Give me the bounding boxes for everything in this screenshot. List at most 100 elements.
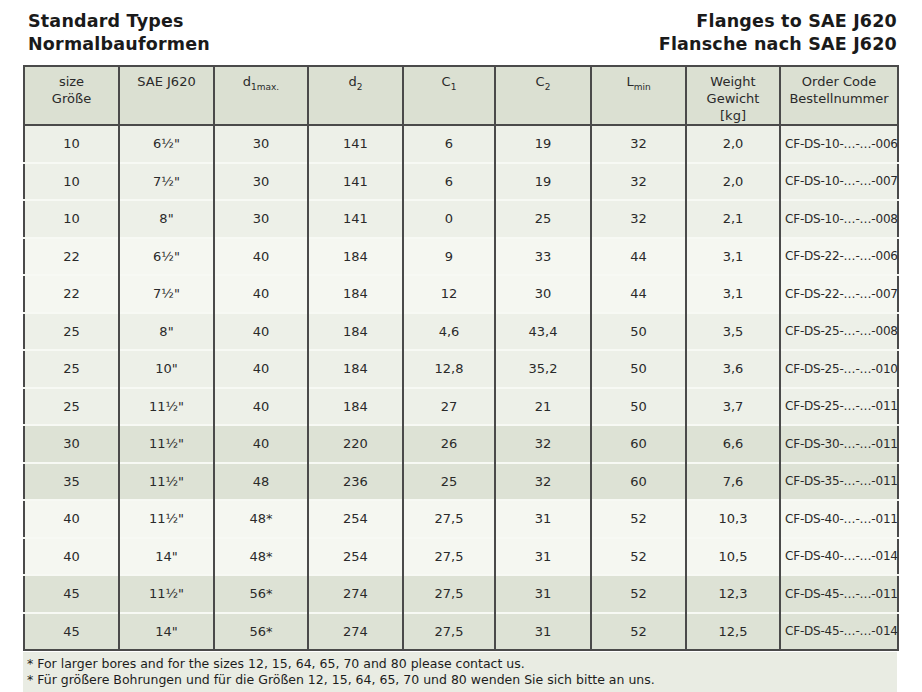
table-cell-order: CF-DS-45-…-…-011 <box>780 575 898 613</box>
table-cell-c1: 27,5 <box>403 575 495 613</box>
table-cell-size: 25 <box>24 388 119 426</box>
footnote-en: * For larger bores and for the sizes 12,… <box>27 656 891 672</box>
table-cell-c1: 9 <box>403 238 495 276</box>
table-cell-weight: 3,1 <box>686 238 780 276</box>
table-row: 4011½"48*25427,5315210,3CF-DS-40-…-…-011 <box>24 500 898 538</box>
table-cell-weight: 3,7 <box>686 388 780 426</box>
table-row: 4014"48*25427,5315210,5CF-DS-40-…-…-014 <box>24 538 898 576</box>
table-cell-lmin: 32 <box>591 200 686 238</box>
table-cell-lmin: 52 <box>591 538 686 576</box>
title-flansche-nach-sae-j620: Flansche nach SAE J620 <box>659 33 897 56</box>
table-cell-size: 45 <box>24 575 119 613</box>
table-row: 227½"401841230443,1CF-DS-22-…-…-007 <box>24 275 898 313</box>
table-cell-sae: 6½" <box>119 238 214 276</box>
table-cell-lmin: 52 <box>591 500 686 538</box>
table-cell-d2: 254 <box>308 538 403 576</box>
table-cell-order: CF-DS-10-…-…-007 <box>780 163 898 201</box>
flange-dimensions-table: sizeGrößeSAE J620d1max.d2C1C2LminWeightG… <box>23 65 899 651</box>
table-cell-c1: 27,5 <box>403 500 495 538</box>
column-header-c1: C1 <box>403 66 495 125</box>
table-cell-d1max: 48* <box>214 500 308 538</box>
table-cell-c2: 19 <box>495 163 591 201</box>
table-cell-c1: 27,5 <box>403 538 495 576</box>
table-cell-d1max: 40 <box>214 313 308 351</box>
table-cell-c1: 6 <box>403 163 495 201</box>
column-header-order: Order CodeBestellnummer <box>780 66 898 125</box>
column-header-lmin: Lmin <box>591 66 686 125</box>
table-cell-order: CF-DS-25-…-…-011 <box>780 388 898 426</box>
page-title-right: Flanges to SAE J620 Flansche nach SAE J6… <box>659 10 897 56</box>
table-cell-c1: 12,8 <box>403 350 495 388</box>
table-cell-size: 10 <box>24 125 119 163</box>
title-standard-types: Standard Types <box>28 10 210 33</box>
table-row: 4514"56*27427,5315212,5CF-DS-45-…-…-014 <box>24 613 898 651</box>
table-cell-weight: 3,5 <box>686 313 780 351</box>
table-cell-sae: 7½" <box>119 163 214 201</box>
flange-table-section: sizeGrößeSAE J620d1max.d2C1C2LminWeightG… <box>23 65 897 692</box>
table-cell-size: 30 <box>24 425 119 463</box>
table-cell-size: 35 <box>24 463 119 501</box>
table-cell-c1: 26 <box>403 425 495 463</box>
table-cell-size: 25 <box>24 350 119 388</box>
table-cell-d1max: 40 <box>214 275 308 313</box>
table-cell-c2: 32 <box>495 425 591 463</box>
table-cell-weight: 12,5 <box>686 613 780 651</box>
table-cell-d2: 184 <box>308 238 403 276</box>
table-cell-weight: 6,6 <box>686 425 780 463</box>
table-cell-weight: 2,0 <box>686 163 780 201</box>
table-cell-lmin: 52 <box>591 613 686 651</box>
table-cell-size: 40 <box>24 538 119 576</box>
table-cell-d1max: 40 <box>214 388 308 426</box>
table-cell-lmin: 60 <box>591 463 686 501</box>
table-row: 108"30141025322,1CF-DS-10-…-…-008 <box>24 200 898 238</box>
table-row: 107½"30141619322,0CF-DS-10-…-…-007 <box>24 163 898 201</box>
table-cell-weight: 12,3 <box>686 575 780 613</box>
table-cell-sae: 10" <box>119 350 214 388</box>
table-cell-d2: 220 <box>308 425 403 463</box>
column-header-d1max: d1max. <box>214 66 308 125</box>
table-cell-weight: 2,0 <box>686 125 780 163</box>
table-cell-d2: 184 <box>308 388 403 426</box>
column-header-sae: SAE J620 <box>119 66 214 125</box>
table-cell-weight: 7,6 <box>686 463 780 501</box>
table-cell-d2: 254 <box>308 500 403 538</box>
table-cell-order: CF-DS-40-…-…-011 <box>780 500 898 538</box>
title-normalbauformen: Normalbauformen <box>28 33 210 56</box>
table-row: 2511½"401842721503,7CF-DS-25-…-…-011 <box>24 388 898 426</box>
table-cell-sae: 11½" <box>119 500 214 538</box>
table-cell-order: CF-DS-25-…-…-010 <box>780 350 898 388</box>
table-cell-weight: 10,3 <box>686 500 780 538</box>
table-cell-d2: 274 <box>308 613 403 651</box>
table-cell-weight: 3,6 <box>686 350 780 388</box>
table-cell-order: CF-DS-40-…-…-014 <box>780 538 898 576</box>
table-cell-size: 45 <box>24 613 119 651</box>
table-cell-size: 25 <box>24 313 119 351</box>
table-cell-c1: 0 <box>403 200 495 238</box>
table-cell-order: CF-DS-22-…-…-007 <box>780 275 898 313</box>
table-cell-d1max: 56* <box>214 613 308 651</box>
table-cell-d2: 184 <box>308 275 403 313</box>
table-cell-size: 22 <box>24 275 119 313</box>
table-cell-size: 10 <box>24 163 119 201</box>
footnote-de: * Für größere Bohrungen und für die Größ… <box>27 672 891 688</box>
page-title-left: Standard Types Normalbauformen <box>28 10 210 56</box>
table-row: 106½"30141619322,0CF-DS-10-…-…-006 <box>24 125 898 163</box>
table-cell-d2: 236 <box>308 463 403 501</box>
table-cell-d2: 184 <box>308 350 403 388</box>
table-cell-c2: 25 <box>495 200 591 238</box>
table-cell-c2: 19 <box>495 125 591 163</box>
column-header-size: sizeGröße <box>24 66 119 125</box>
table-cell-sae: 11½" <box>119 575 214 613</box>
table-cell-size: 40 <box>24 500 119 538</box>
table-cell-d2: 141 <box>308 163 403 201</box>
table-cell-c2: 30 <box>495 275 591 313</box>
table-cell-c1: 25 <box>403 463 495 501</box>
table-cell-d2: 141 <box>308 125 403 163</box>
table-cell-c1: 12 <box>403 275 495 313</box>
table-cell-c1: 4,6 <box>403 313 495 351</box>
table-cell-lmin: 44 <box>591 238 686 276</box>
table-cell-c2: 31 <box>495 500 591 538</box>
table-cell-c2: 31 <box>495 613 591 651</box>
table-cell-weight: 3,1 <box>686 275 780 313</box>
table-cell-lmin: 44 <box>591 275 686 313</box>
